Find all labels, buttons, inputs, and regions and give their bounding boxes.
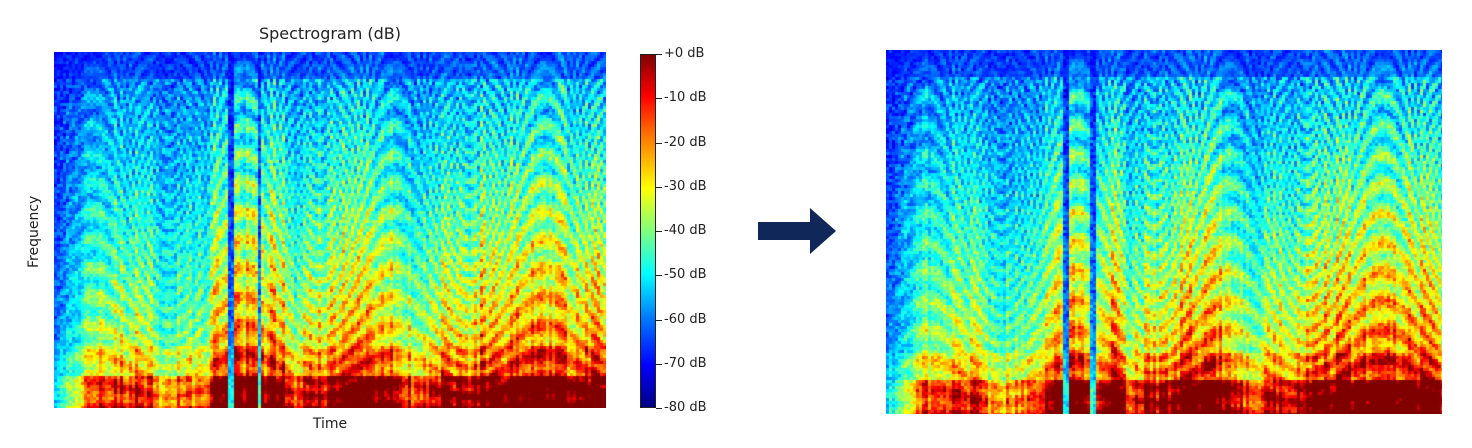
x-axis-label: Time [312,416,348,432]
y-axis-label: Frequency [26,195,42,268]
right-arrow-icon [758,208,836,254]
colorbar-tick [656,143,662,144]
original-spectrogram-canvas [54,52,606,408]
colorbar-tick [656,231,662,232]
colorbar-tick-label: -10 dB [664,90,707,105]
colorbar-tick [656,54,662,55]
colorbar-tick-label: -20 dB [664,135,707,150]
colorbar [640,54,656,408]
colorbar-tick [656,275,662,276]
colorbar-tick [656,320,662,321]
colorbar-tick-label: +0 dB [664,46,705,61]
colorbar-tick-label: -50 dB [664,267,707,282]
colorbar-tick-label: -80 dB [664,400,707,415]
colorbar-tick-label: -60 dB [664,312,707,327]
colorbar-tick-label: -70 dB [664,356,707,371]
colorbar-tick [656,364,662,365]
colorbar-tick [656,187,662,188]
colorbar-tick-label: -30 dB [664,179,707,194]
colorbar-tick [656,98,662,99]
colorbar-tick [656,408,662,409]
original-spectrogram [54,52,606,408]
processed-spectrogram [886,50,1442,414]
processed-spectrogram-canvas [886,50,1442,414]
chart-title: Spectrogram (dB) [258,24,402,43]
colorbar-tick-label: -40 dB [664,223,707,238]
